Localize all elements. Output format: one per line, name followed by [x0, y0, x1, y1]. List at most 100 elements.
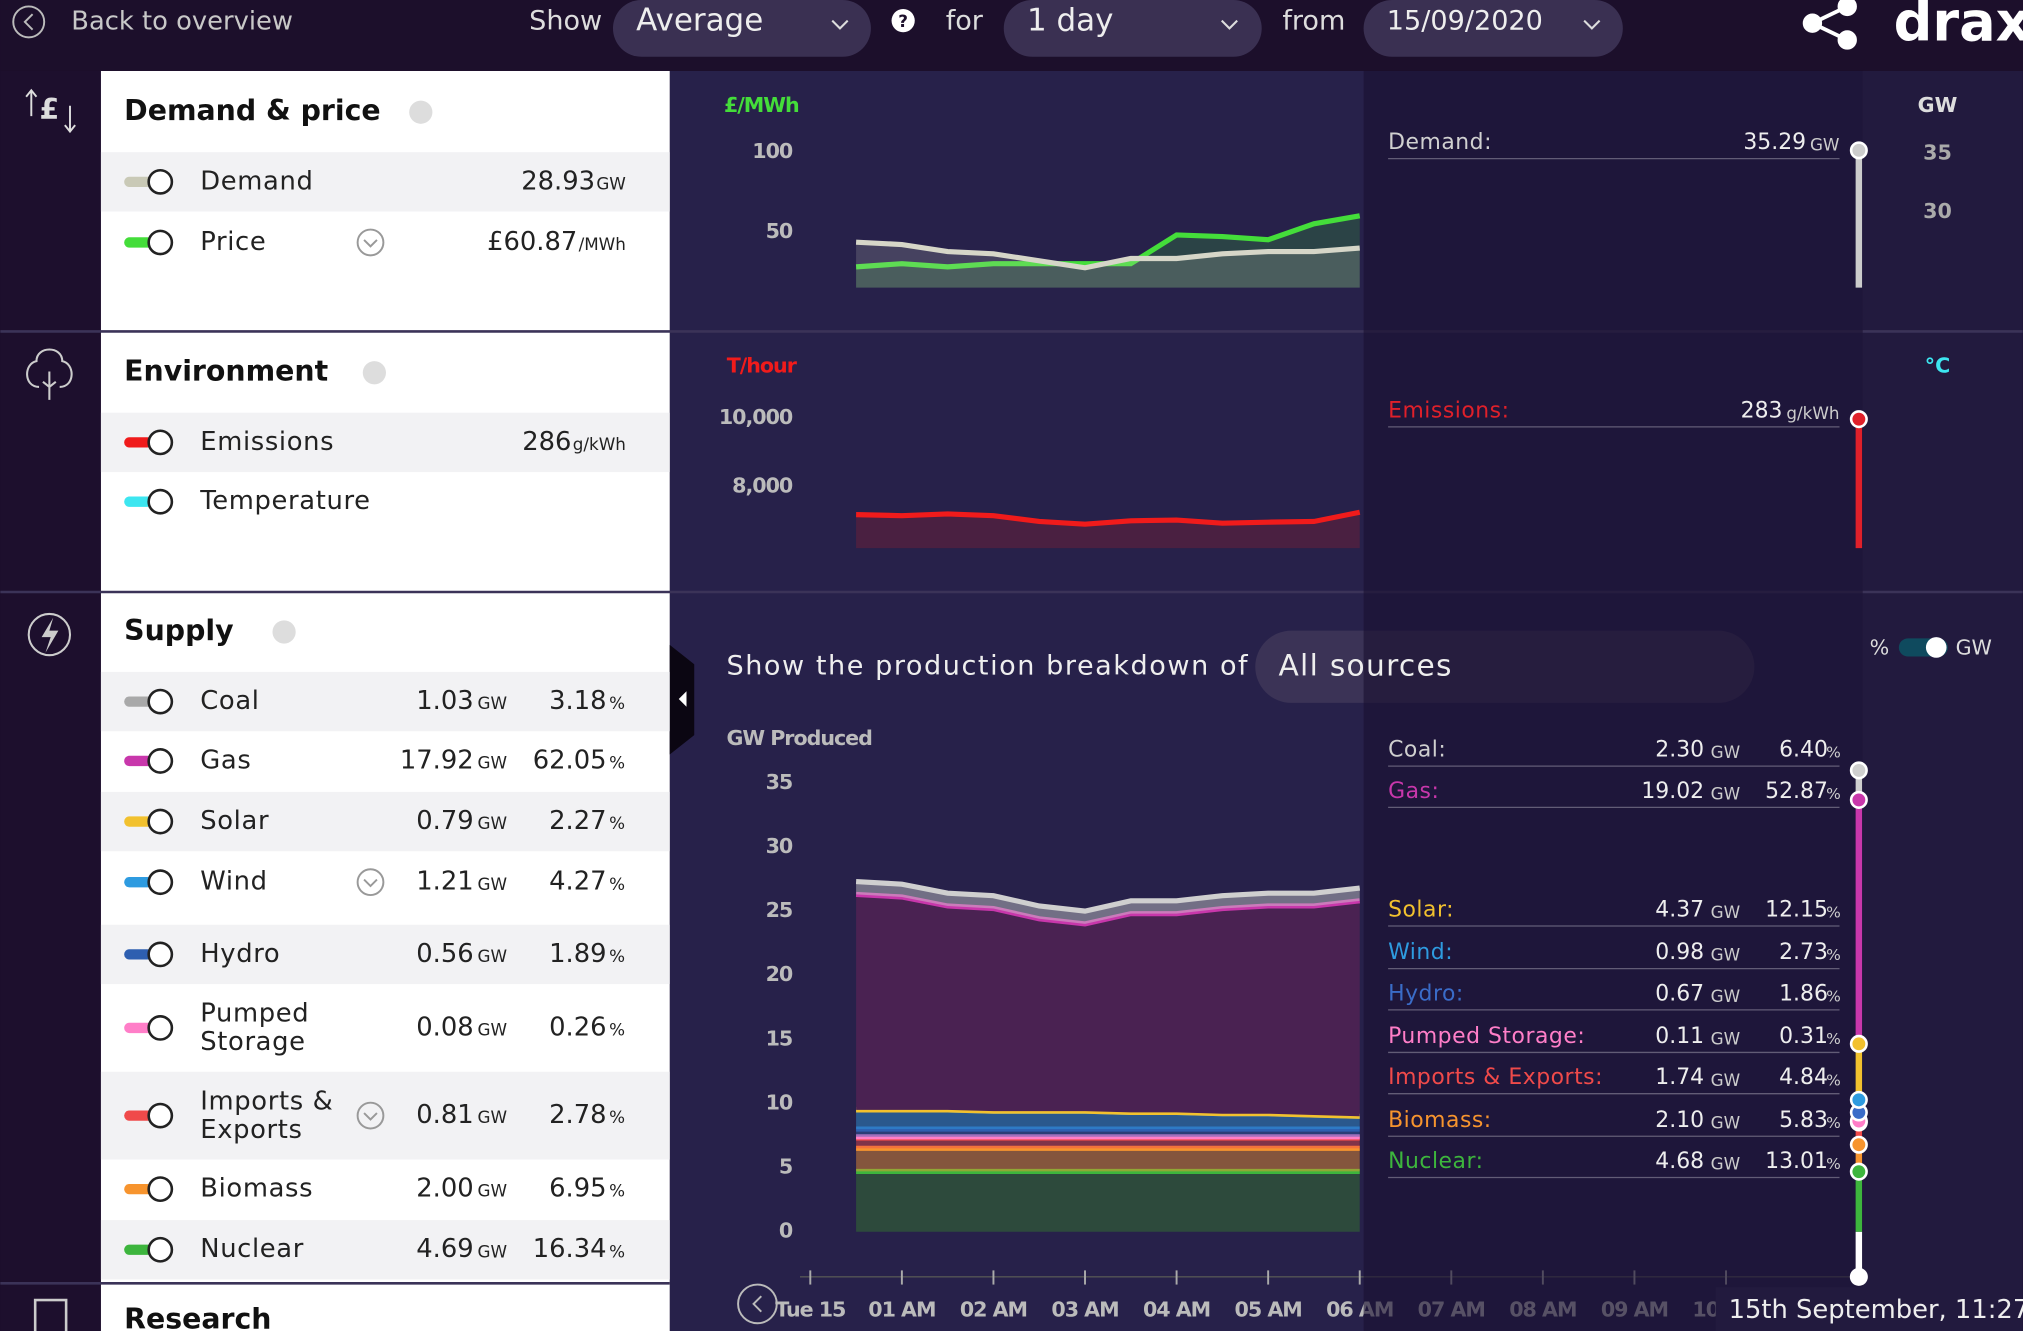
tooltip-name: Solar: [1388, 898, 1454, 923]
row-value: £60.87 [487, 227, 577, 257]
toggle-track[interactable] [124, 1183, 153, 1195]
stack-area [856, 1148, 1360, 1172]
row-pct: 2.78 [549, 1100, 606, 1130]
row-name: Biomass [200, 1174, 313, 1204]
toggle-track[interactable] [124, 696, 153, 707]
tooltip-pct: 12.15 [1765, 898, 1828, 923]
timestamp-box [1715, 1287, 2023, 1331]
help-icon[interactable] [409, 100, 433, 124]
tooltip-value: 1.74 [1655, 1065, 1704, 1090]
toggle-track[interactable] [124, 877, 153, 888]
row-pct-unit: % [609, 1107, 625, 1127]
y-tick-label: 8,000 [732, 474, 793, 498]
toggle-track[interactable] [124, 949, 153, 960]
row-name: Hydro [200, 939, 280, 969]
tooltip-name: Pumped Storage: [1388, 1024, 1585, 1049]
tooltip-pct: 52.87 [1765, 779, 1828, 804]
header-text: for [946, 5, 984, 36]
tooltip-name: Wind: [1388, 940, 1453, 965]
x-tick-label: 01 AM [868, 1297, 935, 1321]
toggle-track[interactable] [124, 1022, 153, 1034]
date-dropdown[interactable] [1363, 0, 1623, 57]
toggle-track[interactable] [124, 437, 153, 448]
tooltip-unit: GW [1711, 986, 1741, 1006]
y2-axis-label: GW [1918, 93, 1958, 117]
row-value: 28.93 [521, 166, 595, 196]
header-text: Show [529, 5, 602, 36]
share-icon[interactable] [1802, 0, 1857, 50]
toggle-knob [147, 941, 174, 968]
tooltip-name: Gas: [1388, 779, 1439, 804]
cursor-handle[interactable] [1849, 1267, 1868, 1286]
series-area [856, 215, 1360, 288]
y-tick-label: 0 [779, 1219, 793, 1243]
y2-axis-label: °C [1925, 353, 1950, 377]
tooltip-value: 2.30 [1655, 738, 1704, 763]
breakdown-value[interactable]: All sources [1278, 647, 1452, 682]
row-unit: GW [478, 946, 508, 966]
toggle-knob [147, 168, 174, 195]
x-tick-label: 04 AM [1143, 1297, 1210, 1321]
help-icon[interactable] [362, 361, 386, 385]
tooltip-name: Nuclear: [1388, 1149, 1483, 1174]
cursor-dot [1849, 410, 1868, 429]
help-icon[interactable] [272, 620, 296, 644]
toggle-track[interactable] [124, 816, 153, 827]
row-name: Temperature [199, 486, 370, 516]
row-pct: 62.05 [533, 745, 607, 775]
share-dot [1837, 0, 1857, 17]
row-unit: GW [478, 874, 508, 894]
x-tick-label: 05 AM [1235, 1297, 1302, 1321]
row-value: 0.81 [416, 1100, 473, 1130]
toggle-knob [147, 808, 174, 835]
header-text: 15/09/2020 [1387, 5, 1543, 36]
help-icon[interactable] [891, 9, 915, 33]
back-icon[interactable] [12, 5, 46, 39]
time-back-button[interactable] [737, 1283, 778, 1325]
period-dropdown[interactable] [1003, 0, 1262, 57]
stack-line [855, 879, 1361, 914]
tooltip-value: 283 [1741, 398, 1783, 423]
logo: drax [1894, 0, 2023, 53]
toggle-track[interactable] [124, 237, 153, 248]
toggle-knob [147, 1176, 174, 1203]
section-title: Supply [124, 614, 233, 647]
tooltip-name: Biomass: [1388, 1108, 1492, 1133]
help-mark: ? [898, 11, 908, 31]
y-tick-label: 30 [766, 834, 793, 858]
y2-tick-label: 35 [1923, 141, 1952, 165]
tooltip-unit: GW [1711, 783, 1741, 803]
toggle-track[interactable] [124, 755, 153, 767]
section-title: Demand & price [124, 94, 380, 127]
show-dropdown[interactable] [612, 0, 871, 57]
research-icon [33, 1298, 68, 1331]
toggle-knob [147, 429, 174, 456]
collapse-arrow [678, 691, 687, 707]
tooltip-pct: 4.84 [1779, 1065, 1828, 1090]
row-band [100, 152, 670, 212]
tooltip-value: 35.29 [1743, 130, 1806, 155]
row-pct: 0.26 [549, 1012, 606, 1042]
y-tick-label: 10 [766, 1090, 793, 1114]
row-value: 286 [522, 427, 571, 457]
toggle-track[interactable] [124, 176, 153, 188]
expand-chevron [363, 878, 378, 888]
row-pct: 2.27 [549, 806, 606, 836]
row-pct: 6.95 [549, 1174, 606, 1204]
price-icon: £ [39, 93, 59, 126]
row-name: Demand [200, 166, 313, 196]
expand-icon[interactable] [356, 868, 385, 897]
toggle-track[interactable] [124, 1110, 153, 1121]
tooltip-name: Demand: [1388, 130, 1492, 155]
toggle-track[interactable] [124, 1244, 153, 1255]
row-name: Imports & Exports [200, 1086, 333, 1144]
x-tick-label: 02 AM [960, 1297, 1027, 1321]
expand-icon[interactable] [356, 228, 385, 257]
supply-icon [27, 612, 72, 657]
expand-icon[interactable] [356, 1101, 385, 1130]
row-pct-unit: % [609, 946, 625, 966]
series-line [856, 509, 1361, 527]
toggle-track[interactable] [124, 496, 153, 507]
